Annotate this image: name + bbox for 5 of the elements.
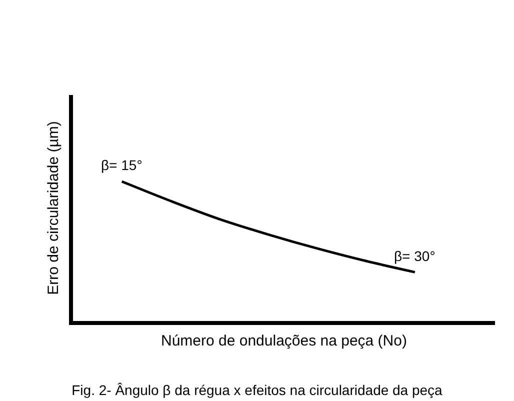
y-axis-title: Erro de circularidade (µm) <box>44 121 62 295</box>
text: Fig. 2- Ângulo β da régua x efeitos na circularidade da peça <box>72 382 443 398</box>
text: β= 15° <box>101 157 142 173</box>
x-axis-title: Número de ondulações na peça (No) <box>161 332 407 350</box>
annotation: β= 30° <box>394 248 436 264</box>
